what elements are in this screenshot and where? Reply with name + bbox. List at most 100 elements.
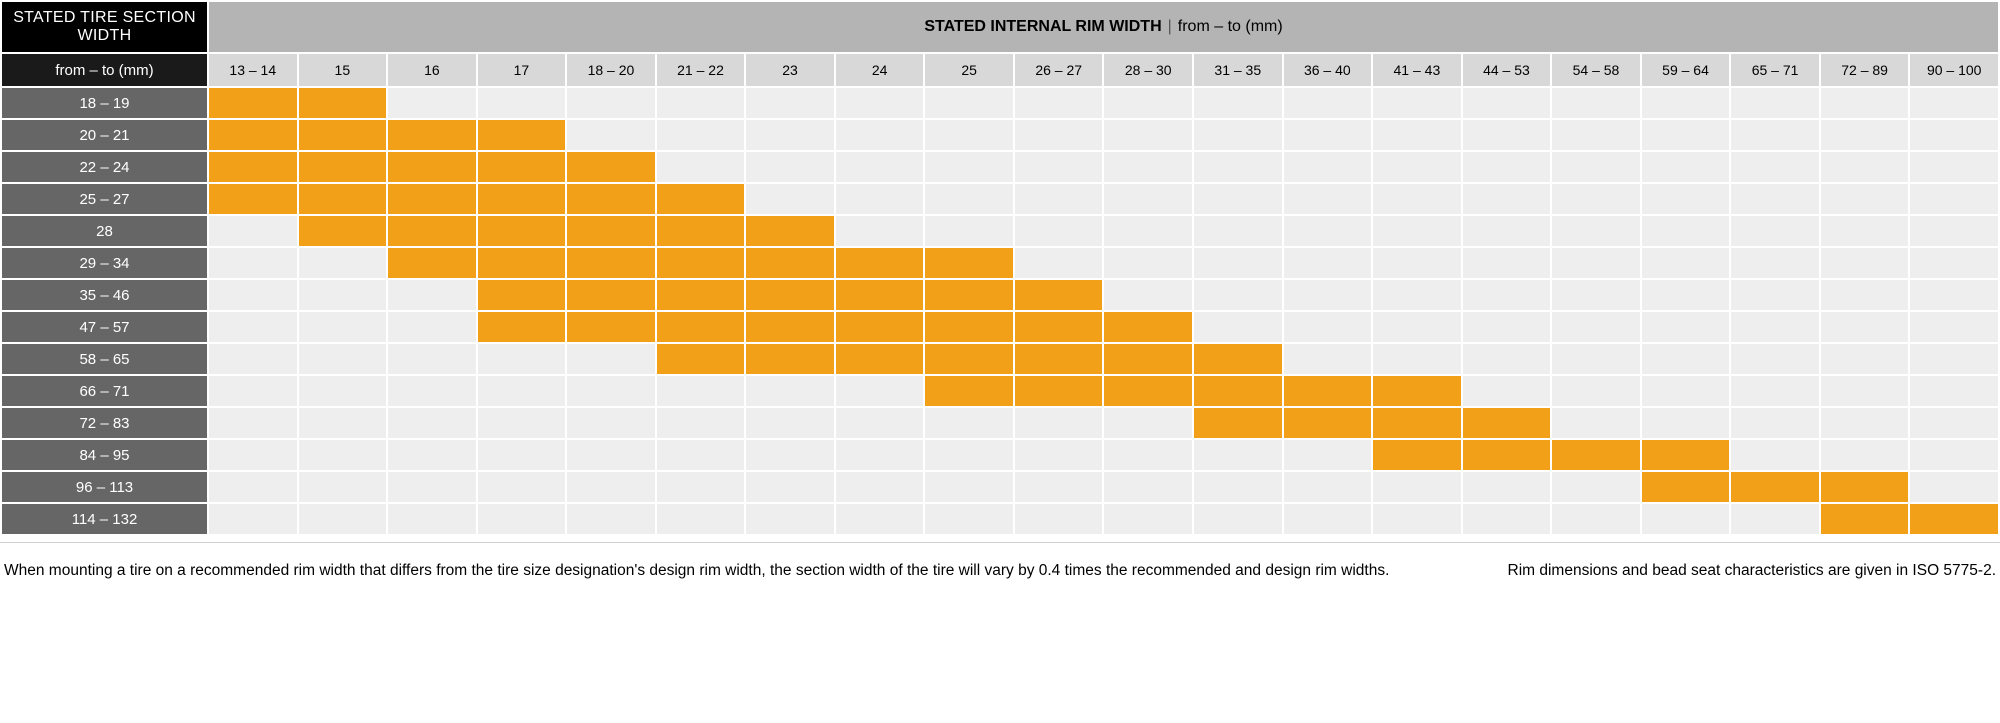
cell-empty (1642, 88, 1730, 118)
table-body: 18 – 1920 – 2122 – 2425 – 272829 – 3435 … (2, 88, 1998, 534)
cell-empty (567, 376, 655, 406)
cell-empty (1373, 504, 1461, 534)
cell-empty (299, 504, 387, 534)
cell-empty (1284, 184, 1372, 214)
compat-chip (1642, 440, 1730, 470)
cell-empty (836, 504, 924, 534)
compat-chip (478, 120, 566, 150)
cell-empty (299, 248, 387, 278)
cell-empty (1463, 280, 1551, 310)
compat-chip (1463, 440, 1551, 470)
cell-empty (746, 472, 834, 502)
row-header: 66 – 71 (2, 376, 207, 406)
cell-compatible (209, 152, 297, 182)
cell-compatible (746, 216, 834, 246)
cell-empty (1642, 248, 1730, 278)
cell-empty (1015, 88, 1103, 118)
cell-empty (1910, 184, 1998, 214)
row-header: 47 – 57 (2, 312, 207, 342)
cell-empty (1910, 472, 1998, 502)
compat-chip (1731, 472, 1819, 502)
compat-chip (1910, 504, 1998, 534)
cell-empty (299, 280, 387, 310)
cell-empty (1373, 472, 1461, 502)
compat-chip (836, 344, 924, 374)
cell-compatible (1373, 376, 1461, 406)
compat-chip (657, 248, 745, 278)
cell-empty (657, 120, 745, 150)
cell-compatible (836, 344, 924, 374)
cell-compatible (478, 152, 566, 182)
cell-empty (209, 504, 297, 534)
cell-compatible (1104, 376, 1192, 406)
cell-empty (388, 280, 476, 310)
cell-compatible (299, 152, 387, 182)
cell-compatible (1642, 472, 1730, 502)
cell-empty (1552, 152, 1640, 182)
cell-empty (1642, 376, 1730, 406)
compat-chip (388, 120, 476, 150)
cell-empty (1731, 376, 1819, 406)
cell-compatible (388, 120, 476, 150)
cell-empty (1373, 280, 1461, 310)
cell-empty (299, 312, 387, 342)
cell-compatible (1284, 376, 1372, 406)
cell-empty (1194, 216, 1282, 246)
cell-empty (1910, 120, 1998, 150)
cell-empty (925, 120, 1013, 150)
cell-empty (478, 376, 566, 406)
cell-empty (1373, 184, 1461, 214)
cell-empty (657, 376, 745, 406)
cell-empty (746, 504, 834, 534)
column-header: 31 – 35 (1194, 54, 1282, 86)
cell-empty (1373, 88, 1461, 118)
row-header: 29 – 34 (2, 248, 207, 278)
compat-chip (657, 312, 745, 342)
cell-empty (1731, 152, 1819, 182)
compat-chip (1373, 376, 1461, 406)
compat-chip (567, 280, 655, 310)
cell-compatible (1821, 472, 1909, 502)
table-head: STATED TIRE SECTION WIDTH STATED INTERNA… (2, 2, 1998, 86)
cell-empty (657, 152, 745, 182)
cell-empty (1104, 216, 1192, 246)
compat-chip (657, 184, 745, 214)
cell-empty (836, 216, 924, 246)
compat-chip (1015, 312, 1103, 342)
cell-empty (1104, 88, 1192, 118)
compat-chip (567, 184, 655, 214)
compat-chip (1552, 440, 1640, 470)
column-header: 59 – 64 (1642, 54, 1730, 86)
column-header: 16 (388, 54, 476, 86)
cell-empty (1552, 312, 1640, 342)
compat-chip (1821, 504, 1909, 534)
cell-empty (1015, 440, 1103, 470)
table-row: 47 – 57 (2, 312, 1998, 342)
cell-empty (1731, 408, 1819, 438)
compat-chip (478, 216, 566, 246)
cell-empty (1552, 120, 1640, 150)
col-axis-title: STATED INTERNAL RIM WIDTH (924, 18, 1161, 35)
cell-empty (1910, 376, 1998, 406)
column-header: 65 – 71 (1731, 54, 1819, 86)
cell-empty (1821, 440, 1909, 470)
cell-compatible (1463, 408, 1551, 438)
cell-compatible (1284, 408, 1372, 438)
compat-chip (209, 88, 297, 118)
cell-compatible (836, 312, 924, 342)
cell-empty (1463, 216, 1551, 246)
cell-empty (1910, 440, 1998, 470)
cell-compatible (388, 184, 476, 214)
compat-chip (209, 184, 297, 214)
cell-empty (1552, 376, 1640, 406)
compat-chip (299, 120, 387, 150)
compat-chip (1463, 408, 1551, 438)
cell-empty (746, 184, 834, 214)
cell-compatible (1104, 344, 1192, 374)
cell-empty (1463, 504, 1551, 534)
cell-empty (1194, 88, 1282, 118)
cell-compatible (478, 184, 566, 214)
compat-chip (925, 376, 1013, 406)
table-row: 29 – 34 (2, 248, 1998, 278)
cell-compatible (478, 120, 566, 150)
